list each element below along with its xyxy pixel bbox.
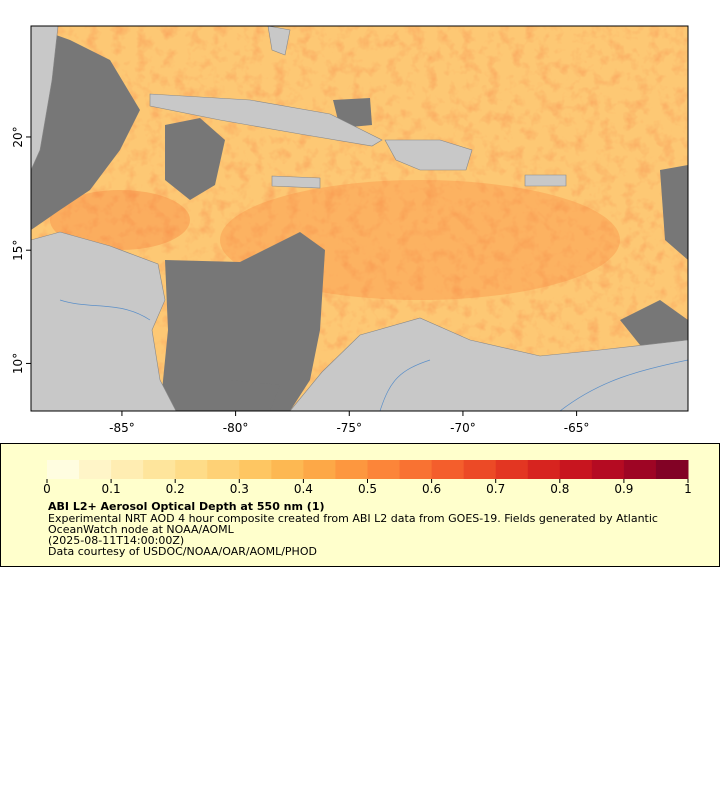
x-tick-label: -85° (109, 421, 135, 435)
rivers (59, 299, 688, 411)
y-tick-label: 10° (11, 353, 25, 374)
legend-line: Experimental NRT AOD 4 hour composite cr… (48, 512, 658, 525)
legend-line: (2025-08-11T14:00:00Z) (48, 534, 184, 547)
colorbar-tick-label: 0.3 (230, 482, 249, 496)
land (31, 26, 688, 411)
colorbar-step (207, 460, 240, 479)
x-tick-label: -80° (223, 421, 249, 435)
colorbar-step (399, 460, 433, 479)
legend-line: OceanWatch node at NOAA/AOML (48, 523, 235, 536)
colorbar-tick-label: 0.6 (422, 482, 441, 496)
colorbar-tick-label: 0.9 (614, 482, 633, 496)
colorbar-step (271, 460, 304, 479)
colorbar-tick-label: 0.7 (486, 482, 505, 496)
colorbar-step (623, 460, 657, 479)
colorbar-tick-label: 0 (43, 482, 51, 496)
colorbar-tick-label: 0.4 (294, 482, 313, 496)
colorbar-tick-label: 0.8 (550, 482, 569, 496)
colorbar-step (463, 460, 497, 479)
colorbar-step (527, 460, 561, 479)
colorbar-tick-label: 0.1 (102, 482, 121, 496)
x-tick-label: -75° (336, 421, 362, 435)
legend-title: ABI L2+ Aerosol Optical Depth at 550 nm … (48, 500, 325, 513)
colorbar-step (111, 460, 144, 479)
map-frame (30, 25, 689, 412)
x-tick-label: -70° (450, 421, 476, 435)
y-tick-label: 15° (11, 240, 25, 261)
colorbar-step (47, 460, 80, 479)
colorbar-step (335, 460, 368, 479)
colorbar-tick-label: 1 (684, 482, 692, 496)
colorbar-step (175, 460, 208, 479)
colorbar-step (79, 460, 112, 479)
colorbar-step (559, 460, 593, 479)
aod-plume (50, 190, 190, 250)
colorbar-step (239, 460, 272, 479)
colorbar-step (431, 460, 465, 479)
colorbar-tick-label: 0.2 (166, 482, 185, 496)
x-tick-label: -65° (564, 421, 590, 435)
colorbar-step (367, 460, 401, 479)
colorbar-tick-label: 0.5 (358, 482, 377, 496)
colorbar-step (655, 460, 689, 479)
colorbar-step (143, 460, 176, 479)
y-tick-label: 20° (11, 126, 25, 147)
map-area (31, 26, 688, 411)
legend-line: Data courtesy of USDOC/NOAA/OAR/AOML/PHO… (48, 545, 317, 558)
colorbar-step (591, 460, 625, 479)
colorbar-step (495, 460, 529, 479)
colorbar-step (303, 460, 336, 479)
